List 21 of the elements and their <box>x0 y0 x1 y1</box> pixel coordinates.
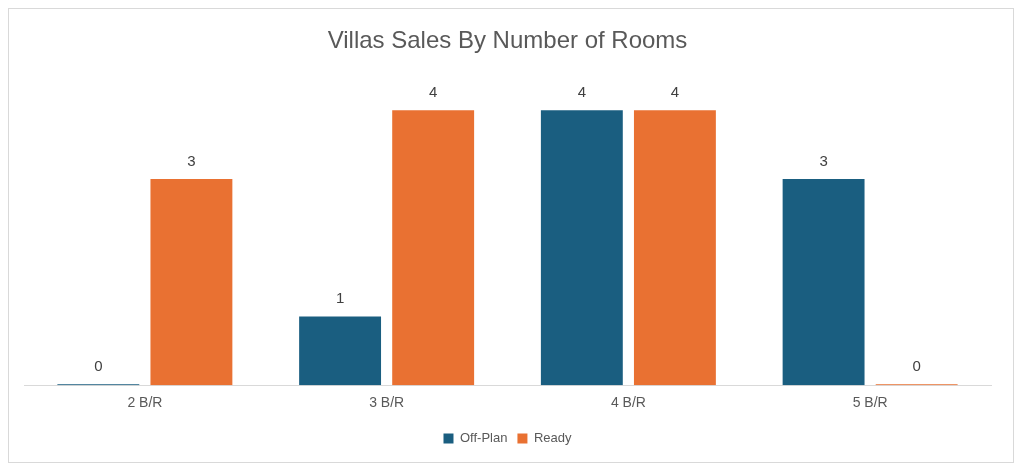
bar <box>299 316 382 386</box>
bar <box>633 110 716 386</box>
x-tick-label: 5 B/R <box>852 394 888 411</box>
data-label: 4 <box>428 82 438 100</box>
data-label: 3 <box>187 151 196 169</box>
data-label: 0 <box>912 356 921 374</box>
bar <box>782 178 865 386</box>
legend-label: Off-Plan <box>459 430 508 446</box>
data-label: 3 <box>819 151 828 169</box>
x-tick-label: 3 B/R <box>369 394 405 411</box>
bar <box>150 178 233 386</box>
data-label: 0 <box>94 356 103 374</box>
data-label: 4 <box>670 82 680 100</box>
x-tick-label: 4 B/R <box>610 394 646 411</box>
data-label: 4 <box>577 82 587 100</box>
data-label: 1 <box>335 289 345 307</box>
chart-title: Villas Sales By Number of Rooms <box>327 26 688 54</box>
bar <box>392 110 475 386</box>
x-tick-label: 2 B/R <box>127 394 163 411</box>
bar <box>540 110 623 386</box>
legend-label: Ready <box>533 430 573 446</box>
